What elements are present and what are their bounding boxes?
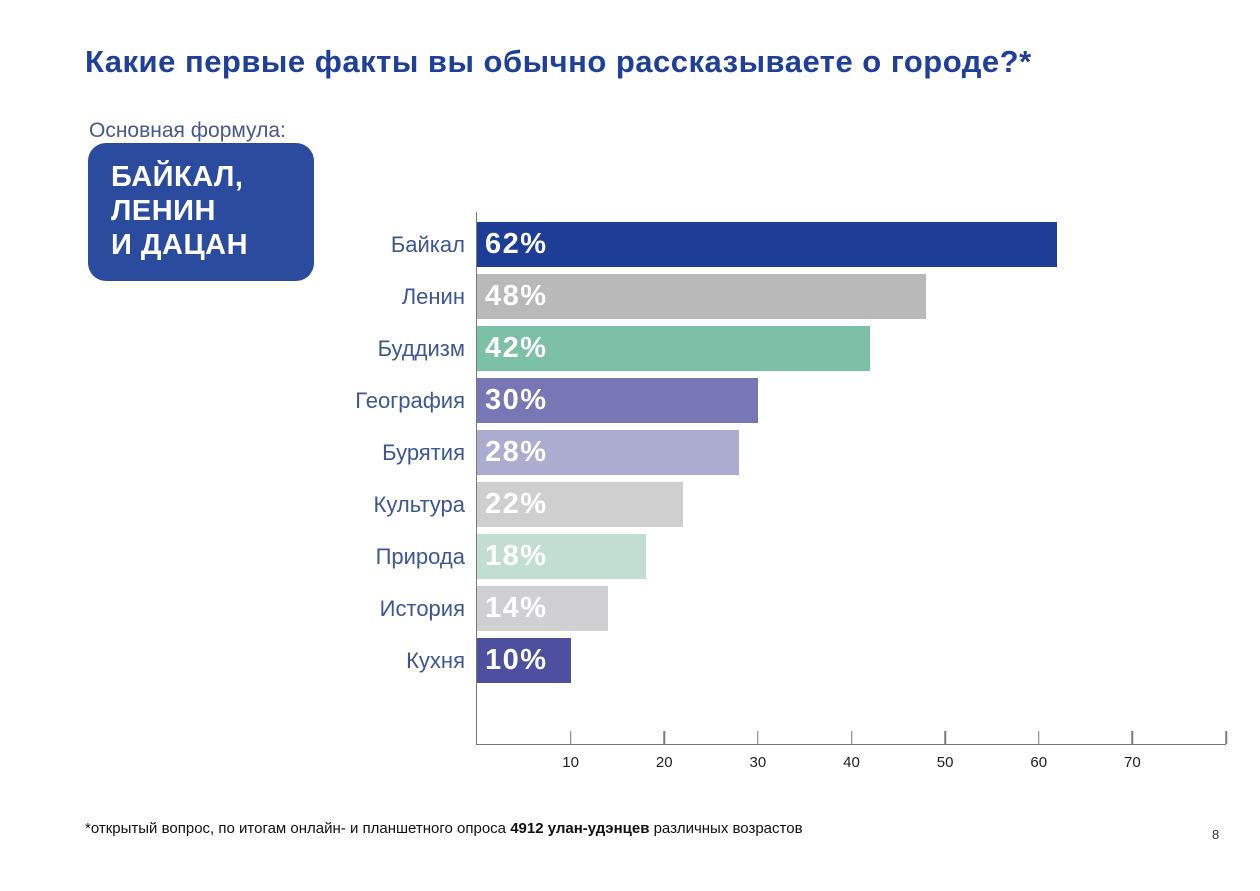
bar-category-label: Культура: [373, 492, 465, 517]
key-formula-line: И ДАЦАН: [111, 229, 249, 261]
bar-value-label: 28%: [485, 436, 548, 468]
footnote-text: *открытый вопрос, по итогам онлайн- и пл…: [85, 820, 511, 837]
callout-label: Основная формула:: [89, 119, 286, 142]
x-axis-tick: [757, 731, 759, 744]
bars-container: Байкал 62% Ленин 48% Буддизм 42% География 30% Б…: [355, 222, 1226, 690]
key-formula-line: БАЙКАЛ,: [111, 161, 244, 193]
footnote: *открытый вопрос, по итогам онлайн- и пл…: [85, 820, 803, 837]
x-axis-tick: [850, 731, 853, 744]
bar: 48%: [477, 274, 927, 319]
bar-chart-plot-area: Байкал 62% Ленин 48% Буддизм 42% География 30% Б…: [355, 212, 1227, 771]
x-axis-tick-label: 20: [655, 754, 673, 771]
bar: 22%: [477, 482, 683, 527]
x-axis-tick-label: 50: [936, 754, 954, 771]
x-axis-tick-label: 70: [1124, 754, 1141, 771]
key-formula-box: БАЙКАЛ, ЛЕНИН И ДАЦАН: [88, 143, 314, 281]
footnote-bold-text: 4912 улан-удэнцев: [510, 820, 650, 837]
x-axis-tick: [1225, 731, 1227, 744]
key-formula-line: ЛЕНИН: [111, 195, 216, 227]
page-title: Какие первые факты вы обычно рассказывае…: [85, 44, 1032, 79]
bar-value-label: 22%: [485, 488, 548, 520]
bar-value-label: 14%: [485, 592, 548, 624]
x-axis-tick: [1038, 731, 1040, 744]
x-axis-tick-label: 30: [749, 754, 767, 771]
bar-value-label: 18%: [485, 540, 548, 572]
bar-category-label: История: [379, 596, 465, 621]
bar-row: История 14%: [380, 586, 1226, 631]
x-axis-tick-label: 40: [843, 754, 860, 771]
bar-row: Культура 22%: [374, 482, 1226, 527]
bar-row: Кухня 10%: [406, 638, 1226, 683]
x-axis-tick: [944, 731, 946, 744]
bar-row: Бурятия 28%: [382, 430, 1226, 475]
bar-value-label: 42%: [485, 332, 548, 364]
bar-category-label: Природа: [375, 544, 465, 569]
bar: 62%: [477, 222, 1058, 267]
bar-row: Байкал 62%: [391, 222, 1226, 267]
bar-row: Природа 18%: [376, 534, 1226, 579]
bar-category-label: Буддизм: [377, 336, 465, 361]
x-axis-tick: [663, 731, 665, 744]
bar-value-label: 48%: [485, 280, 548, 312]
bar-category-label: География: [355, 388, 465, 413]
bar: 42%: [477, 326, 871, 371]
x-axis-tick: [569, 731, 572, 744]
page-number: 8: [1212, 827, 1220, 842]
bar-category-label: Кухня: [406, 648, 465, 673]
bar-category-label: Байкал: [390, 232, 465, 257]
bar-value-label: 62%: [485, 228, 548, 260]
bar-row: Ленин 48%: [402, 274, 1226, 319]
bar-row: Буддизм 42%: [378, 326, 1226, 371]
bar-value-label: 10%: [485, 644, 548, 676]
bar: 18%: [477, 534, 646, 579]
bar-row: География 30%: [355, 378, 1226, 423]
bar-value-label: 30%: [485, 384, 548, 416]
bar: 10%: [477, 638, 571, 683]
bar-category-label: Бурятия: [382, 440, 465, 465]
bar: 28%: [477, 430, 740, 475]
bar: 14%: [477, 586, 609, 631]
bar: 30%: [477, 378, 758, 423]
x-axis-tick: [1131, 731, 1134, 744]
x-axis-tick-label: 10: [562, 754, 579, 771]
x-axis-tick-label: 60: [1030, 754, 1048, 771]
bar-category-label: Ленин: [401, 284, 465, 309]
footnote-text: различных возрастов: [649, 820, 803, 837]
